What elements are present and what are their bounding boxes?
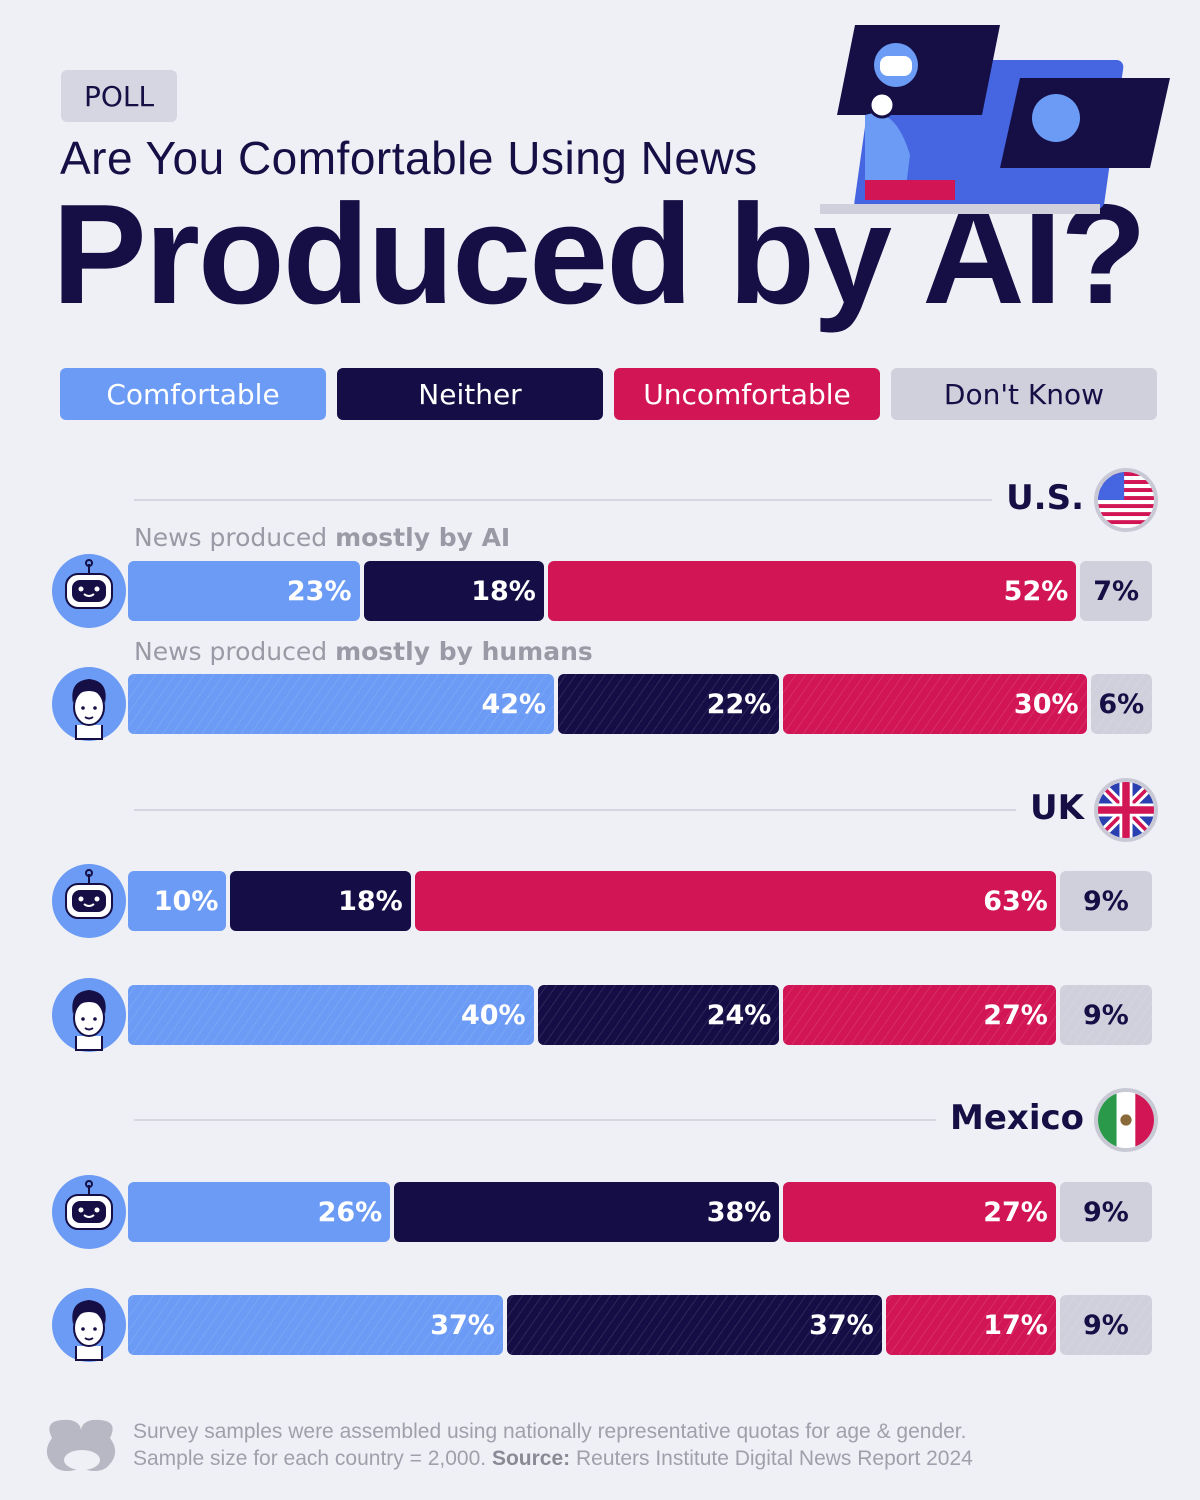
bar-segment-uncomfortable: 52%	[547, 561, 1077, 621]
data-label: 10%	[153, 885, 219, 917]
data-label: 63%	[983, 885, 1048, 917]
bar-segment-comfortable: 23%	[128, 561, 360, 621]
legend: Comfortable Neither Uncomfortable Don't …	[60, 368, 1157, 420]
country-name: U.S.	[996, 478, 1084, 518]
bar-segment-neither: 18%	[230, 871, 411, 931]
data-label: 23%	[286, 575, 352, 607]
data-label: 18%	[471, 575, 536, 607]
legend-comfortable: Comfortable	[60, 368, 326, 420]
bar-segment-comfortable: 37%	[128, 1295, 503, 1355]
bar-segment-uncomfortable: 63%	[414, 871, 1056, 931]
data-label: 24%	[706, 999, 772, 1031]
bar-segment-don-t-know: 9%	[1059, 871, 1152, 931]
divider	[134, 499, 992, 501]
footer-sample: Sample size for each country = 2,000.	[133, 1447, 492, 1470]
data-label: 52%	[1003, 575, 1069, 607]
data-label: 26%	[317, 1196, 383, 1228]
bar-segment-uncomfortable: 30%	[783, 674, 1086, 734]
bar-row: 10% 18% 63% 9%	[128, 871, 1152, 931]
country-header: Mexico	[130, 1088, 1158, 1152]
bar-segment-comfortable: 42%	[128, 674, 554, 734]
data-label: 40%	[460, 999, 526, 1031]
data-label: 9%	[1082, 1309, 1129, 1341]
row-label-ai-prefix: News produced	[134, 523, 336, 552]
bar-segment-don-t-know: 6%	[1090, 674, 1152, 734]
bar-row: 42% 22% 30% 6%	[128, 674, 1152, 734]
uk-flag-icon	[1094, 778, 1158, 842]
poll-badge: POLL	[61, 70, 177, 122]
country-name: Mexico	[940, 1098, 1084, 1138]
bar-segment-neither: 24%	[537, 985, 780, 1045]
data-label: 6%	[1098, 688, 1145, 720]
bar-segment-comfortable: 10%	[128, 871, 227, 931]
bar-segment-don-t-know: 9%	[1059, 985, 1152, 1045]
data-label: 22%	[706, 688, 772, 720]
footer-source: Reuters Institute Digital News Report 20…	[570, 1447, 973, 1470]
bar-segment-comfortable: 40%	[128, 985, 534, 1045]
data-label: 37%	[809, 1309, 874, 1341]
bar-segment-uncomfortable: 27%	[783, 985, 1055, 1045]
data-label: 7%	[1093, 575, 1140, 607]
divider	[134, 1119, 936, 1121]
legend-dont-know: Don't Know	[891, 368, 1157, 420]
subtitle: Are You Comfortable Using News	[60, 132, 758, 184]
bar-segment-don-t-know: 9%	[1059, 1295, 1152, 1355]
row-label-ai-bold: mostly by AI	[335, 523, 511, 552]
bar-row: 26% 38% 27% 9%	[128, 1182, 1152, 1242]
data-label: 38%	[706, 1196, 772, 1228]
divider	[134, 809, 1016, 811]
bar-segment-neither: 22%	[558, 674, 779, 734]
human-icon	[52, 1288, 126, 1362]
country-name: UK	[1020, 788, 1084, 828]
row-label-human-prefix: News produced	[134, 637, 336, 666]
data-label: 9%	[1082, 885, 1129, 917]
footer-line2: Sample size for each country = 2,000. So…	[133, 1445, 973, 1472]
bar-segment-neither: 37%	[506, 1295, 882, 1355]
bar-segment-don-t-know: 9%	[1059, 1182, 1152, 1242]
footer-source-label: Source:	[491, 1447, 571, 1470]
bar-segment-neither: 38%	[394, 1182, 780, 1242]
bar-segment-don-t-know: 7%	[1080, 561, 1152, 621]
data-label: 37%	[430, 1309, 495, 1341]
bar-segment-uncomfortable: 27%	[783, 1182, 1056, 1242]
data-label: 9%	[1082, 999, 1129, 1031]
data-label: 30%	[1013, 688, 1079, 720]
data-label: 17%	[983, 1309, 1048, 1341]
bar-segment-comfortable: 26%	[128, 1182, 391, 1242]
bar-row: 40% 24% 27% 9%	[128, 985, 1152, 1045]
legend-neither: Neither	[337, 368, 603, 420]
bar-segment-neither: 18%	[363, 561, 544, 621]
footer: Survey samples were assembled using nati…	[133, 1418, 973, 1472]
us-flag-icon	[1094, 468, 1158, 532]
human-icon	[52, 978, 126, 1052]
bar-segment-uncomfortable: 17%	[885, 1295, 1056, 1355]
human-icon	[52, 667, 126, 741]
country-header: UK	[130, 778, 1158, 842]
country-header: U.S.	[130, 468, 1158, 532]
row-label-ai: News produced mostly by AI	[134, 522, 510, 554]
data-label: 27%	[983, 1196, 1048, 1228]
robot-icon	[52, 554, 126, 628]
robot-icon	[52, 864, 126, 938]
legend-uncomfortable: Uncomfortable	[614, 368, 880, 420]
ai-chat-illustration	[820, 25, 1170, 214]
footer-line1: Survey samples were assembled using nati…	[133, 1420, 967, 1443]
bar-row: 37% 37% 17% 9%	[128, 1295, 1152, 1355]
logo-icon	[46, 1419, 116, 1471]
data-label: 42%	[481, 688, 547, 720]
row-label-human-bold: mostly by humans	[335, 637, 593, 666]
mexico-flag-icon	[1094, 1088, 1158, 1152]
data-label: 9%	[1082, 1196, 1129, 1228]
robot-icon	[52, 1175, 126, 1249]
bar-row: 23% 18% 52% 7%	[128, 561, 1152, 621]
data-label: 18%	[338, 885, 403, 917]
row-label-humans: News produced mostly by humans	[134, 636, 593, 668]
data-label: 27%	[983, 999, 1048, 1031]
